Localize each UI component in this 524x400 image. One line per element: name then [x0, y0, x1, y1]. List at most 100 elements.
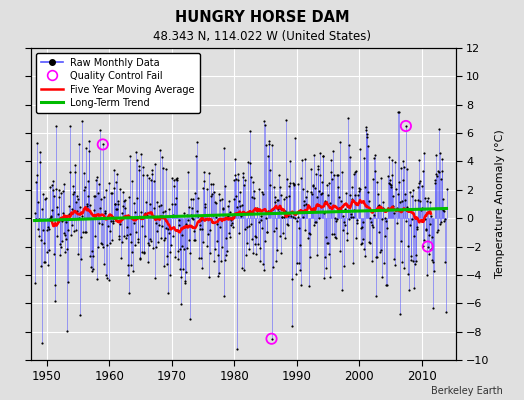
Point	[123, 232, 132, 239]
Point	[91, 193, 99, 199]
Point	[138, 222, 147, 229]
Point	[146, 235, 155, 242]
Point	[73, 208, 81, 215]
Point	[106, 240, 114, 246]
Point	[168, 212, 177, 218]
Point	[199, 184, 208, 191]
Point	[242, 224, 250, 230]
Point	[161, 234, 169, 241]
Point	[307, 189, 315, 195]
Point	[274, 197, 282, 204]
Point	[118, 188, 127, 195]
Point	[315, 188, 324, 194]
Point	[260, 118, 268, 124]
Point	[323, 182, 331, 188]
Point	[173, 177, 181, 184]
Point	[122, 214, 130, 220]
Point	[107, 190, 115, 196]
Point	[401, 191, 409, 197]
Point	[173, 256, 182, 262]
Point	[394, 191, 402, 197]
Point	[117, 239, 126, 245]
Point	[352, 168, 361, 174]
Point	[34, 199, 42, 206]
Point	[320, 275, 329, 281]
Point	[200, 168, 208, 175]
Point	[237, 210, 246, 216]
Point	[398, 259, 406, 265]
Point	[306, 231, 314, 238]
Point	[229, 224, 237, 230]
Point	[57, 244, 66, 250]
Point	[334, 184, 342, 190]
Point	[202, 216, 210, 223]
Point	[393, 220, 401, 226]
Point	[397, 238, 405, 244]
Point	[97, 240, 105, 246]
Point	[130, 200, 138, 206]
Point	[414, 184, 422, 190]
Point	[372, 293, 380, 300]
Point	[366, 239, 374, 246]
Point	[83, 193, 92, 200]
Point	[217, 258, 225, 264]
Point	[88, 268, 96, 274]
Point	[288, 276, 297, 282]
Point	[264, 207, 272, 214]
Point	[343, 230, 351, 237]
Point	[242, 252, 250, 259]
Point	[335, 194, 343, 200]
Point	[263, 229, 271, 235]
Point	[236, 202, 244, 209]
Point	[39, 191, 47, 197]
Point	[272, 196, 281, 203]
Point	[244, 246, 253, 252]
Point	[183, 217, 192, 224]
Point	[385, 154, 394, 160]
Point	[295, 260, 303, 266]
Point	[56, 252, 64, 258]
Point	[357, 224, 366, 230]
Point	[127, 238, 136, 245]
Point	[343, 202, 352, 209]
Point	[402, 123, 410, 129]
Point	[42, 195, 50, 201]
Point	[297, 282, 305, 288]
Point	[238, 265, 247, 272]
Point	[430, 267, 438, 274]
Point	[184, 168, 192, 175]
Point	[183, 212, 191, 218]
Point	[70, 168, 79, 175]
Point	[92, 177, 100, 183]
Point	[367, 219, 375, 225]
Point	[67, 232, 75, 238]
Point	[126, 231, 134, 237]
Point	[438, 168, 446, 174]
Point	[116, 186, 125, 192]
Point	[41, 259, 49, 265]
Point	[332, 216, 341, 222]
Point	[354, 192, 362, 198]
Point	[96, 127, 104, 133]
Point	[40, 259, 48, 265]
Point	[383, 282, 391, 288]
Point	[157, 235, 165, 242]
Point	[40, 240, 49, 246]
Point	[102, 187, 111, 194]
Point	[384, 205, 392, 212]
Point	[318, 178, 326, 185]
Point	[172, 175, 181, 182]
Point	[250, 241, 259, 247]
Point	[267, 206, 275, 213]
Point	[384, 172, 392, 179]
Point	[285, 183, 293, 190]
Point	[231, 155, 239, 162]
Point	[232, 176, 241, 182]
Point	[413, 226, 421, 232]
Point	[204, 170, 213, 177]
Point	[30, 210, 39, 216]
Point	[145, 242, 154, 248]
Point	[249, 179, 257, 185]
Point	[152, 220, 161, 226]
Point	[268, 206, 277, 212]
